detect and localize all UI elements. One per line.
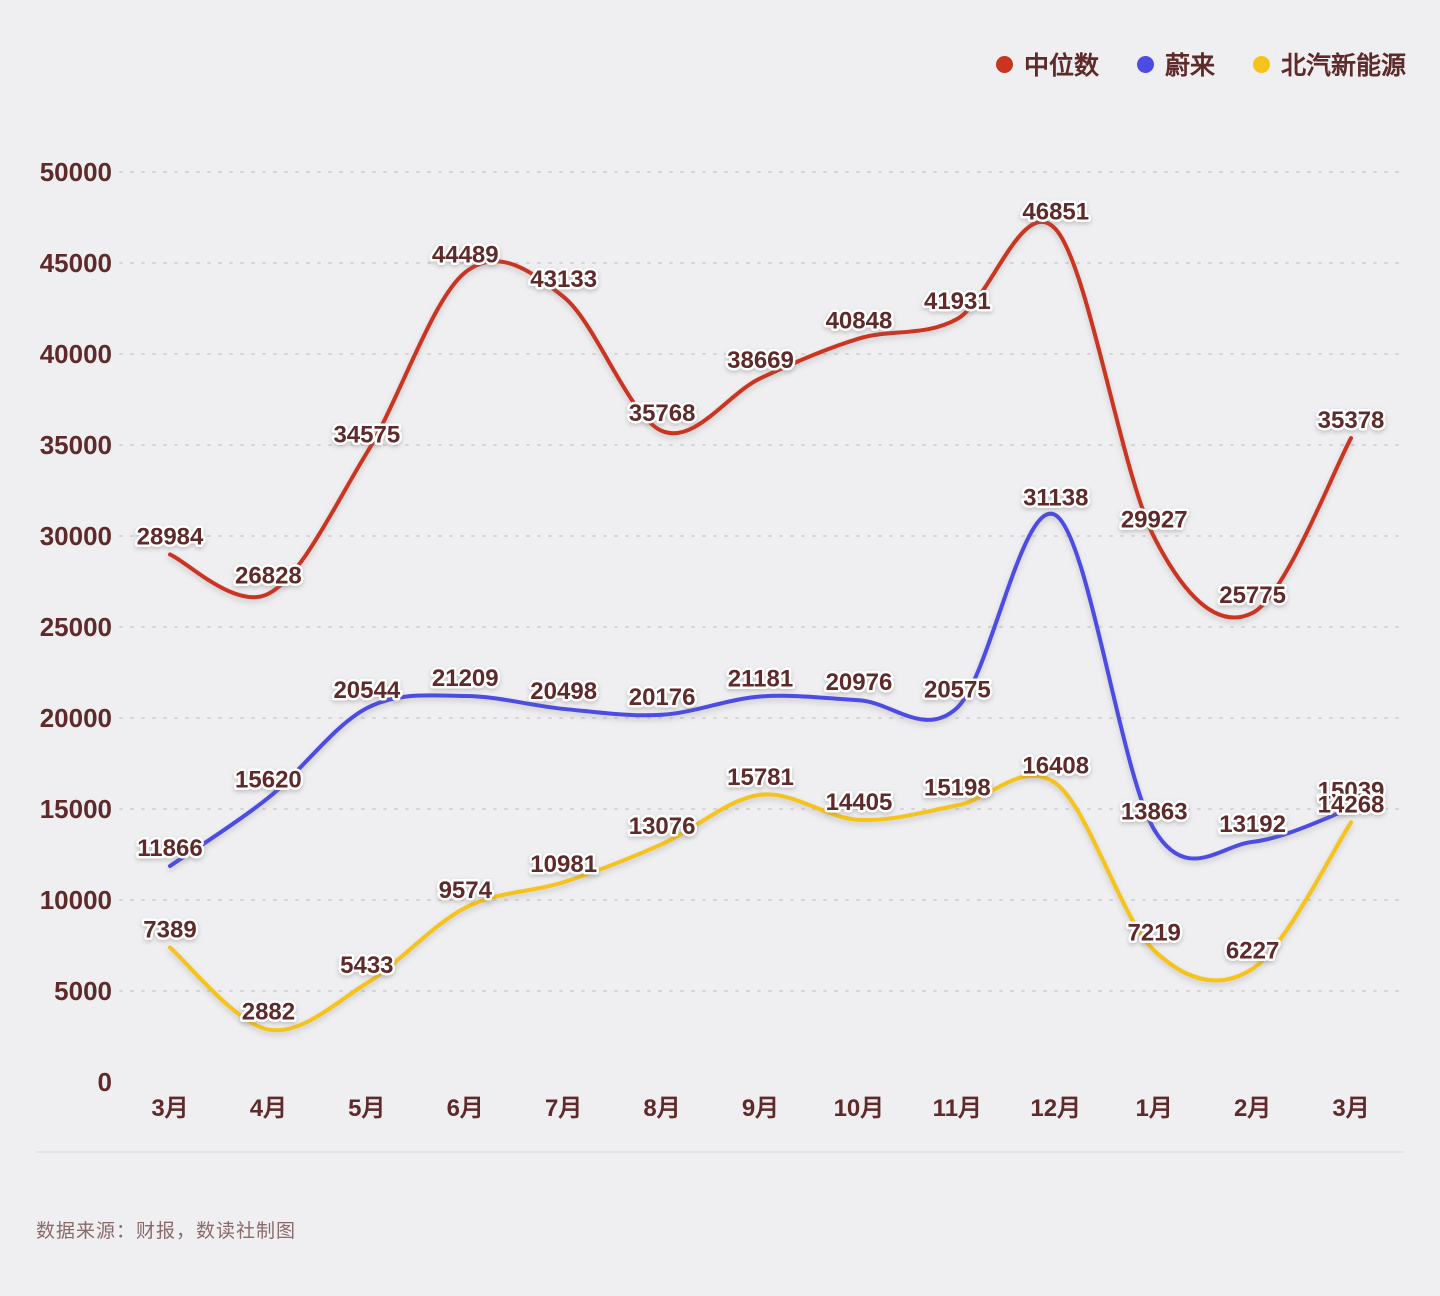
data-label: 44489	[432, 241, 499, 268]
legend-item-median: 中位数	[995, 46, 1099, 82]
y-axis-tick-label: 25000	[40, 612, 112, 642]
data-label: 10981	[530, 851, 597, 878]
x-axis-tick-label: 5月	[348, 1095, 385, 1122]
data-label: 16408	[1022, 752, 1089, 779]
data-label: 15039	[1318, 777, 1385, 804]
source-note: 数据来源：财报，数读社制图	[36, 1221, 297, 1242]
data-label: 9574	[439, 877, 493, 904]
legend-label-nio: 蔚来	[1164, 52, 1215, 80]
y-axis-tick-label: 50000	[40, 157, 112, 187]
legend-label-median: 中位数	[1023, 52, 1099, 80]
data-label: 21209	[432, 665, 499, 692]
legend-dot-median-icon	[995, 55, 1013, 73]
data-label: 31138	[1023, 484, 1088, 511]
data-label: 20176	[629, 684, 696, 711]
data-label: 14405	[826, 789, 893, 816]
series-labels-nio: 11866 15620 20544 21209 20498 20176 21181 20976…	[135, 482, 1387, 865]
x-axis-tick-label: 7月	[545, 1095, 582, 1122]
data-label: 40848	[826, 308, 893, 335]
data-label: 20544	[333, 677, 400, 704]
data-label: 26828	[235, 563, 302, 590]
series-line-baic-bev	[168, 773, 1354, 1033]
x-axis-tick-label: 6月	[447, 1095, 484, 1122]
x-axis-tick-label: 3月	[1332, 1095, 1369, 1122]
x-axis-tick-label: 10月	[834, 1095, 885, 1122]
data-label: 43133	[530, 266, 597, 293]
x-axis-tick-label: 9月	[742, 1095, 779, 1122]
data-label: 20498	[530, 678, 597, 705]
x-axis-tick-label: 1月	[1136, 1095, 1173, 1122]
x-axis-tick-label: 11月	[933, 1095, 982, 1122]
data-label: 20976	[826, 669, 893, 696]
y-axis-tick-label: 35000	[40, 430, 112, 460]
data-label: 28984	[137, 523, 204, 550]
x-axis-tick-label: 8月	[643, 1095, 680, 1122]
y-axis-tick-label: 20000	[40, 703, 112, 733]
series-labels-baic-bev: 7389 2882 5433 9574 10981 13076 15781 14405 1519…	[141, 750, 1387, 1028]
x-axis: 3月 4月 5月 6月 7月 8月 9月 10月 11月 12月 1月 2月 3月	[151, 1095, 1369, 1122]
data-label: 2882	[242, 999, 295, 1026]
y-axis: 0 5000 10000 15000 20000 25000 30000 35000 40000…	[40, 157, 112, 1097]
legend-item-nio: 蔚来	[1136, 46, 1215, 82]
series-line-median	[168, 219, 1354, 620]
y-axis-tick-label: 30000	[40, 521, 112, 551]
x-axis-tick-label: 3月	[151, 1095, 188, 1122]
x-axis-tick-label: 2月	[1234, 1095, 1271, 1122]
data-label: 29927	[1121, 506, 1188, 533]
gridlines	[119, 171, 1407, 992]
data-label: 38669	[727, 347, 794, 374]
data-label: 15781	[727, 764, 794, 791]
data-label: 41931	[924, 288, 991, 315]
y-axis-tick-label: 5000	[54, 976, 112, 1006]
y-axis-tick-label: 15000	[40, 794, 112, 824]
data-label: 6227	[1226, 938, 1279, 965]
data-label: 13192	[1219, 811, 1286, 838]
data-label: 5433	[340, 952, 393, 979]
series-labels-median: 28984 26828 34575 44489 43133 35768 38669 40848…	[134, 196, 1387, 612]
data-label: 13076	[629, 813, 696, 840]
legend-item-baic-bev: 北汽新能源	[1252, 46, 1406, 82]
data-label: 34575	[333, 422, 400, 449]
series-line-nio	[168, 511, 1354, 869]
y-axis-tick-label: 10000	[40, 885, 112, 915]
y-axis-tick-label: 0	[98, 1067, 112, 1097]
data-label: 21181	[728, 666, 793, 693]
data-label: 20575	[924, 677, 991, 704]
footer-divider	[36, 1151, 1404, 1153]
data-label: 46851	[1022, 198, 1089, 225]
data-label: 7389	[143, 917, 196, 944]
data-label: 14268	[1318, 791, 1385, 818]
data-label: 35378	[1318, 407, 1385, 434]
data-label: 15620	[235, 767, 302, 794]
legend-dot-nio-icon	[1136, 55, 1154, 73]
x-axis-tick-label: 4月	[250, 1095, 287, 1122]
data-label: 13863	[1121, 799, 1188, 826]
data-label: 35768	[629, 400, 696, 427]
y-axis-tick-label: 45000	[40, 248, 112, 278]
data-label: 7219	[1128, 920, 1181, 947]
legend-dot-baic-bev-icon	[1252, 55, 1270, 73]
data-label: 15198	[924, 774, 991, 801]
legend-label-baic-bev: 北汽新能源	[1280, 52, 1406, 80]
data-label: 25775	[1219, 582, 1286, 609]
y-axis-tick-label: 40000	[40, 339, 112, 369]
x-axis-tick-label: 12月	[1030, 1095, 1081, 1122]
data-label: 11866	[137, 835, 202, 862]
legend: 中位数 蔚来 北汽新能源	[995, 46, 1406, 82]
